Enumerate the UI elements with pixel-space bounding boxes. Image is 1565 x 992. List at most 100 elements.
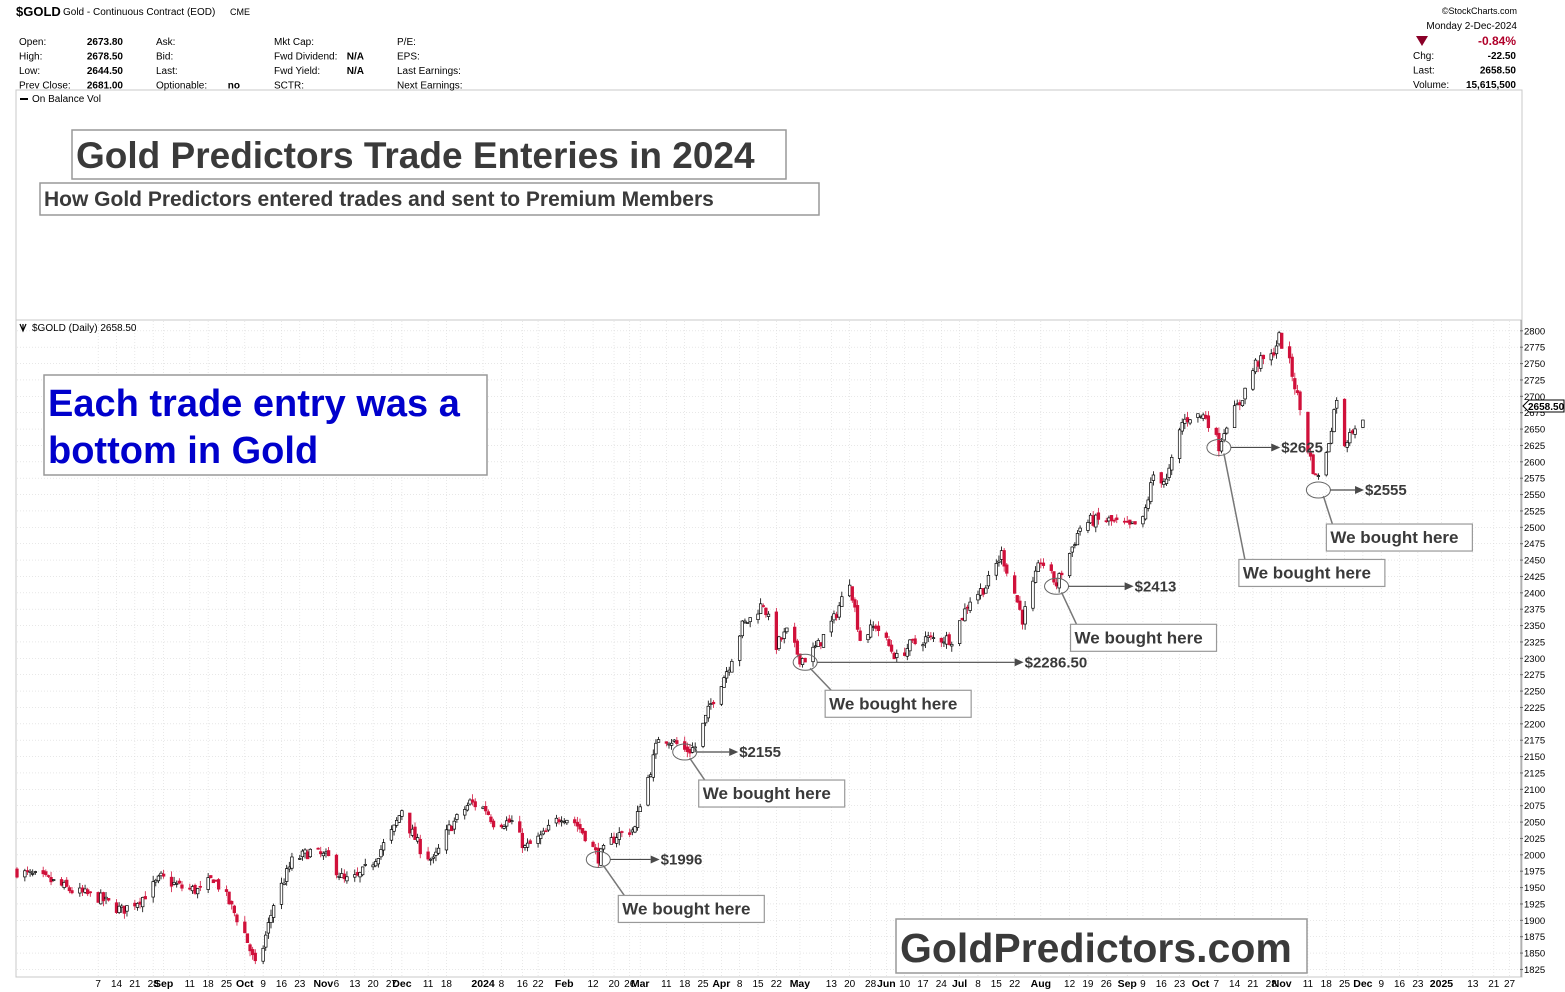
- candle-body: [1122, 520, 1127, 523]
- candle-body: [1225, 427, 1229, 434]
- y-tick-label: 2550: [1524, 490, 1545, 501]
- candle-body: [1206, 415, 1211, 429]
- y-tick-label: 2275: [1524, 670, 1545, 681]
- candle-body: [1353, 428, 1357, 435]
- candle-body: [358, 872, 362, 878]
- candle-body: [206, 877, 210, 890]
- candle-body: [65, 879, 69, 887]
- candle-body: [321, 852, 326, 857]
- candle-body: [766, 613, 771, 617]
- entry-price-label: $2555: [1365, 482, 1407, 499]
- y-tick-label: 2475: [1524, 539, 1545, 550]
- quote-value: 2678.50: [87, 52, 124, 63]
- candle-body: [429, 858, 433, 861]
- y-tick-label: 2400: [1524, 588, 1545, 599]
- candle-body: [1057, 573, 1061, 589]
- candle-body: [141, 897, 145, 908]
- x-tick-label: Nov: [1272, 978, 1292, 990]
- y-tick-label: 2675: [1524, 408, 1545, 419]
- candle-body: [491, 820, 496, 828]
- candle-body: [196, 888, 200, 895]
- candle-body: [224, 889, 229, 892]
- candle-body: [1018, 600, 1022, 610]
- candle-body: [282, 882, 286, 885]
- candle-body: [505, 820, 509, 827]
- arrow-head-icon: [1271, 443, 1281, 452]
- candle-body: [1078, 527, 1082, 532]
- candle-body: [99, 892, 103, 905]
- candle-body: [620, 831, 624, 833]
- candle-body: [544, 830, 548, 833]
- candle-body: [1149, 482, 1153, 502]
- y-tick-label: 2450: [1524, 556, 1545, 567]
- entry-note: We bought here: [829, 694, 957, 713]
- y-tick-label: 1925: [1524, 899, 1545, 910]
- candle-body: [106, 898, 111, 901]
- candle-body: [1091, 515, 1095, 526]
- candle-body: [840, 596, 844, 607]
- candle-body: [923, 636, 928, 644]
- candle-body: [1361, 419, 1365, 428]
- candle-body: [1274, 345, 1279, 355]
- candle-body: [251, 949, 255, 956]
- candle-body: [748, 617, 752, 623]
- candle-body: [177, 880, 181, 884]
- entry-price-label: $2286.50: [1025, 654, 1088, 671]
- candle-body: [408, 812, 412, 834]
- candle-body: [887, 639, 891, 646]
- candle-body: [1345, 442, 1349, 448]
- candle-body: [743, 620, 747, 623]
- entry-note: We bought here: [1330, 528, 1458, 547]
- candle-body: [436, 847, 441, 854]
- x-tick-label: 28: [148, 979, 160, 990]
- callout-leader: [602, 865, 625, 896]
- candle-body: [1272, 352, 1276, 356]
- candle-body: [507, 818, 511, 823]
- candle-body: [1342, 398, 1347, 447]
- candle-body: [999, 550, 1004, 560]
- candle-body: [114, 902, 119, 913]
- x-tick-label: 20: [608, 979, 620, 990]
- candle-body: [324, 851, 328, 854]
- candle-body: [813, 645, 818, 648]
- x-tick-label: 25: [1339, 979, 1351, 990]
- x-tick-label: 27: [1504, 979, 1516, 990]
- brand: ©StockCharts.com: [1442, 6, 1517, 16]
- candle-body: [1086, 522, 1090, 531]
- y-tick-label: 2350: [1524, 621, 1545, 632]
- candle-body: [756, 613, 760, 620]
- candle-body: [557, 819, 561, 823]
- trade-annotations: $1996 We bought here $2155 We bought here $2…: [585, 438, 1473, 924]
- y-tick-label: 2750: [1524, 359, 1545, 370]
- candle-body: [470, 799, 475, 803]
- entry-price-label: $1996: [661, 851, 703, 868]
- candle-body: [334, 854, 339, 876]
- y-tick-label: 1900: [1524, 916, 1545, 927]
- candle-body: [400, 810, 404, 817]
- candle-body: [31, 873, 35, 875]
- quote-value: 2644.50: [87, 66, 124, 77]
- entry-price-label: $2625: [1281, 439, 1323, 456]
- candle-body: [837, 605, 841, 618]
- candle-body: [1020, 609, 1025, 625]
- candle-body: [1327, 443, 1331, 453]
- y-tick-label: 2600: [1524, 457, 1545, 468]
- candle-body: [415, 837, 420, 842]
- candle-body: [539, 834, 543, 839]
- candle-body: [1094, 514, 1098, 528]
- y-tick-label: 2225: [1524, 703, 1545, 714]
- candle-body: [1151, 474, 1156, 481]
- candle-body: [133, 902, 137, 907]
- candle-body: [745, 622, 750, 624]
- candle-body: [580, 828, 585, 834]
- candle-body: [630, 829, 634, 833]
- candle-body: [850, 586, 854, 601]
- candle-body: [138, 901, 142, 905]
- website-box: [895, 918, 1308, 974]
- x-tick-label: 8: [737, 979, 743, 990]
- entry-note-box: [1238, 558, 1386, 588]
- x-tick-label: 13: [826, 979, 838, 990]
- candle-body: [594, 847, 598, 851]
- candle-body: [444, 829, 449, 851]
